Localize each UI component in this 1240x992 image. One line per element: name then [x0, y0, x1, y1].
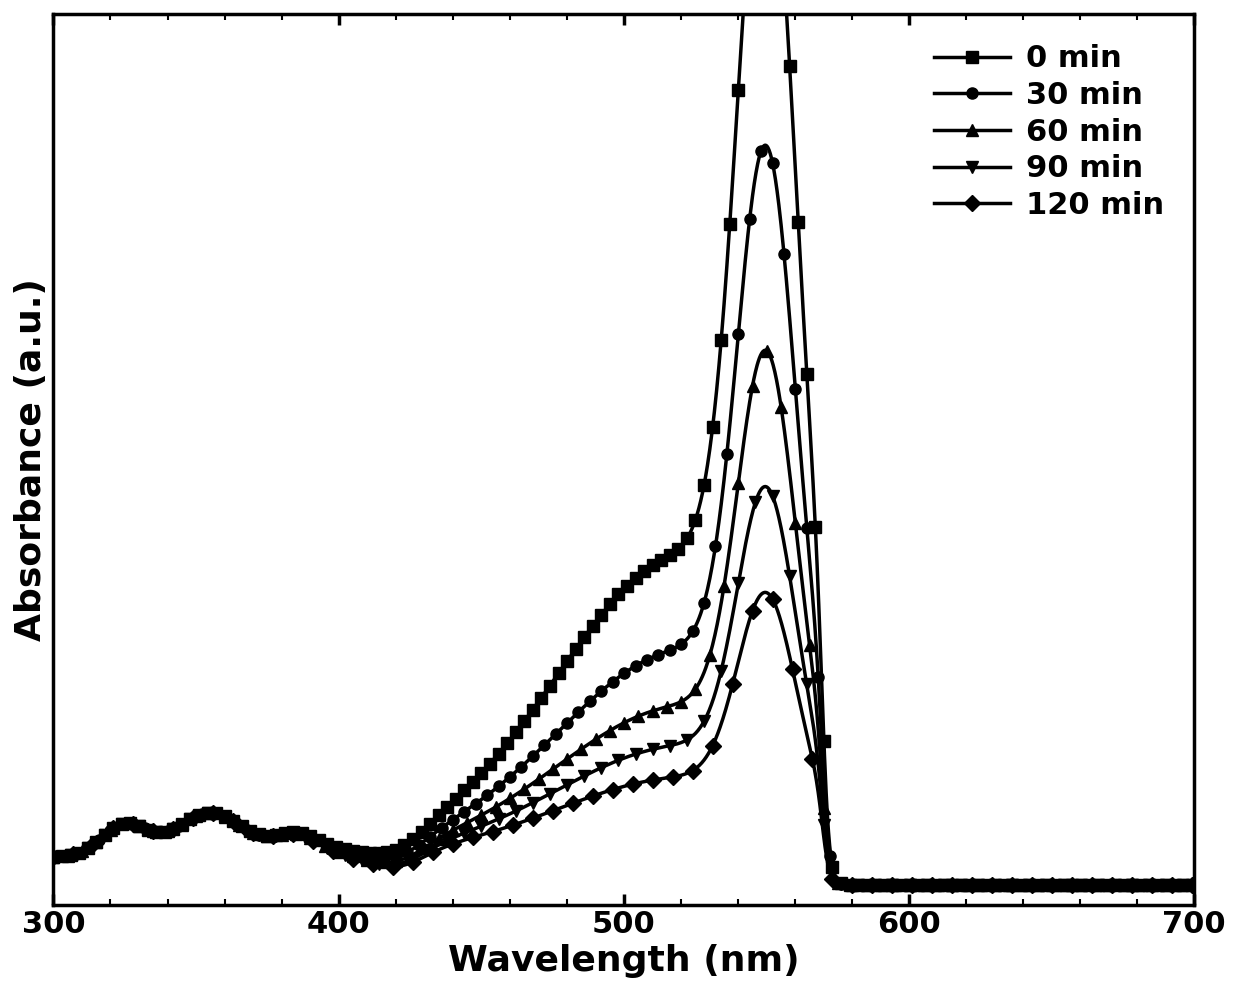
Line: 60 min: 60 min — [48, 345, 1200, 891]
0 min — [945, 879, 960, 891]
60 min — [1187, 879, 1202, 891]
30 min — [600, 680, 615, 691]
90 min — [952, 879, 967, 891]
90 min — [104, 823, 119, 835]
120 min — [1154, 879, 1169, 891]
60 min — [600, 725, 615, 737]
90 min — [1187, 879, 1202, 891]
0 min — [1187, 879, 1202, 891]
Line: 30 min: 30 min — [48, 140, 1200, 891]
120 min — [570, 796, 585, 807]
Legend: 0 min, 30 min, 60 min, 90 min, 120 min: 0 min, 30 min, 60 min, 90 min, 120 min — [919, 29, 1179, 235]
30 min — [570, 706, 585, 718]
120 min — [104, 823, 119, 835]
Line: 120 min: 120 min — [48, 587, 1200, 891]
30 min — [1187, 879, 1202, 891]
0 min — [1154, 879, 1169, 891]
60 min — [570, 745, 585, 757]
90 min — [600, 759, 615, 771]
0 min — [46, 851, 61, 863]
60 min — [46, 851, 61, 863]
0 min — [1154, 879, 1169, 891]
120 min — [945, 879, 960, 891]
30 min — [945, 879, 960, 891]
120 min — [1154, 879, 1169, 891]
Y-axis label: Absorbance (a.u.): Absorbance (a.u.) — [14, 278, 48, 641]
120 min — [1187, 879, 1202, 891]
30 min — [46, 851, 61, 863]
90 min — [46, 851, 61, 863]
90 min — [570, 773, 585, 785]
60 min — [1154, 879, 1169, 891]
Line: 0 min: 0 min — [48, 0, 1200, 891]
90 min — [758, 480, 773, 492]
Line: 90 min: 90 min — [48, 481, 1200, 891]
0 min — [570, 640, 585, 652]
120 min — [600, 785, 615, 797]
60 min — [1154, 879, 1169, 891]
30 min — [758, 139, 773, 151]
0 min — [600, 600, 615, 612]
60 min — [952, 879, 967, 891]
30 min — [954, 879, 968, 891]
90 min — [1154, 879, 1169, 891]
30 min — [1154, 879, 1169, 891]
0 min — [955, 879, 970, 891]
60 min — [758, 344, 773, 356]
60 min — [945, 879, 960, 891]
90 min — [1154, 879, 1169, 891]
120 min — [952, 879, 967, 891]
30 min — [104, 823, 119, 835]
120 min — [758, 586, 773, 598]
0 min — [104, 823, 119, 835]
30 min — [1154, 879, 1169, 891]
60 min — [104, 823, 119, 835]
120 min — [46, 851, 61, 863]
X-axis label: Wavelength (nm): Wavelength (nm) — [448, 944, 800, 978]
90 min — [945, 879, 960, 891]
